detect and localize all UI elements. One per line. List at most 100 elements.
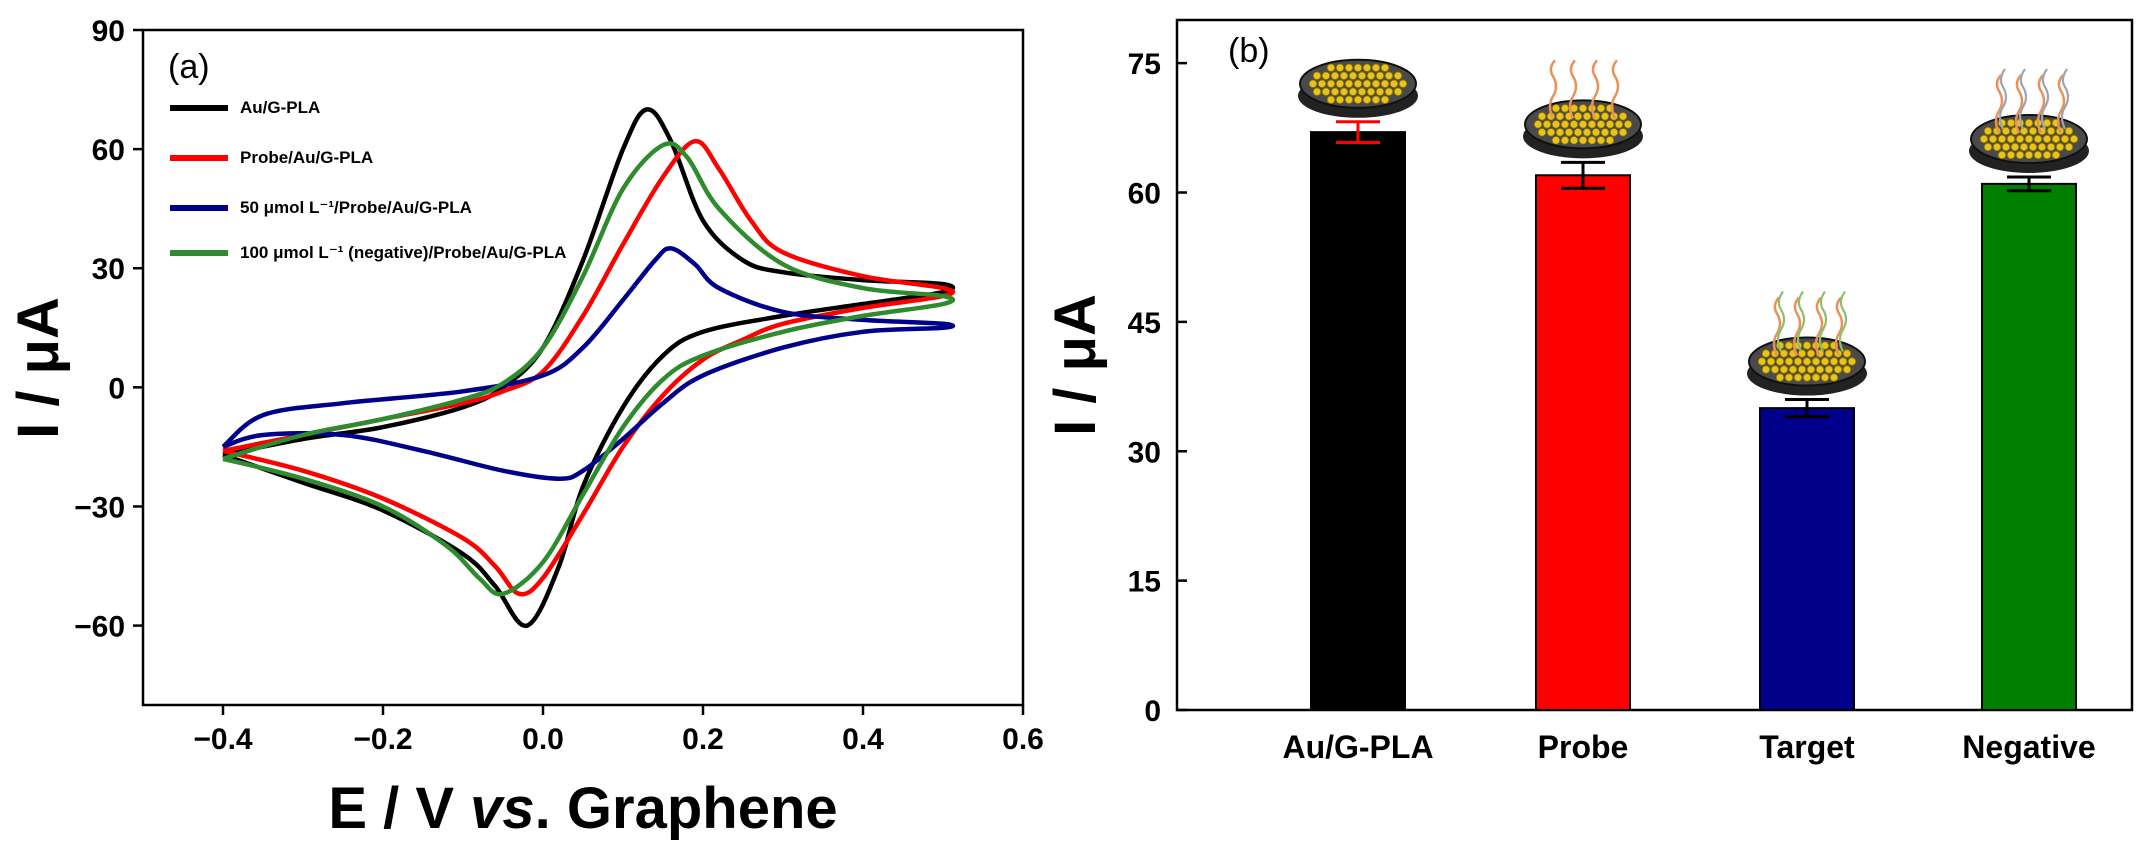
gold-nanoparticle	[1587, 136, 1597, 145]
gold-nanoparticle	[1820, 373, 1830, 382]
gold-nanoparticle	[2033, 134, 2043, 144]
dna-target-strand	[1796, 290, 1806, 352]
gold-nanoparticle	[1569, 120, 1579, 129]
y-tick-label: 30	[1128, 436, 1161, 469]
gold-nanoparticle	[1797, 349, 1807, 358]
gold-nanoparticle	[2042, 150, 2052, 160]
gold-nanoparticle	[1335, 79, 1345, 88]
dna-probe-strand	[1610, 59, 1620, 119]
gold-nanoparticle	[2028, 142, 2038, 152]
gold-nanoparticle	[1321, 87, 1331, 96]
electrode-illustration	[1523, 59, 1643, 159]
y-tick-label: 75	[1128, 48, 1161, 81]
gold-nanoparticle	[1371, 63, 1381, 72]
gold-nanoparticle	[2033, 150, 2043, 160]
gold-nanoparticle	[1578, 104, 1588, 113]
gold-nanoparticle	[2001, 142, 2011, 152]
gold-nanoparticle	[1766, 357, 1776, 366]
gold-nanoparticle	[1983, 126, 1993, 136]
y-tick-label: 90	[92, 15, 125, 48]
gold-nanoparticle	[2064, 126, 2074, 136]
x-category-label: Negative	[1962, 729, 2095, 765]
gold-nanoparticle	[1335, 63, 1345, 72]
gold-nanoparticle	[1317, 79, 1327, 88]
gold-nanoparticle	[1393, 71, 1403, 80]
dna-target-strand	[1998, 68, 2008, 130]
gold-nanoparticle	[1824, 349, 1834, 358]
y-tick-label: 15	[1128, 566, 1161, 599]
gold-nanoparticle	[1829, 357, 1839, 366]
gold-nanoparticle	[2019, 126, 2029, 136]
panel-b-y-axis-title: I / μA	[1043, 294, 1108, 436]
panel-b-bar-chart: 0 15 30 45 60 75 Au/G-PLA Probe Target Negative (…	[1043, 18, 2134, 765]
panel-b-electrode-illustrations	[1298, 58, 2089, 396]
gold-nanoparticle	[1362, 63, 1372, 72]
gold-nanoparticle	[1555, 112, 1565, 121]
y-tick-label: −30	[74, 491, 125, 524]
gold-nanoparticle	[2055, 142, 2065, 152]
gold-nanoparticle	[1596, 120, 1606, 129]
gold-nanoparticle	[1623, 120, 1633, 129]
gold-nanoparticle	[1380, 79, 1390, 88]
gold-nanoparticle	[1605, 136, 1615, 145]
dna-probe-strand	[1792, 296, 1802, 357]
gold-nanoparticle	[1992, 142, 2002, 152]
gold-nanoparticle	[1537, 128, 1547, 137]
panel-a-plot-frame	[141, 28, 1025, 707]
gold-nanoparticle	[1788, 365, 1798, 374]
gold-nanoparticle	[1838, 357, 1848, 366]
gold-nanoparticle	[1371, 79, 1381, 88]
gold-nanoparticle	[1353, 63, 1363, 72]
gold-nanoparticle	[1357, 87, 1367, 96]
panel-a-curves	[221, 107, 956, 628]
gold-nanoparticle	[1321, 71, 1331, 80]
gold-nanoparticle	[1596, 136, 1606, 145]
gold-nanoparticle	[2006, 118, 2016, 128]
dna-target-strand	[1818, 290, 1828, 352]
gold-nanoparticle	[1596, 104, 1606, 113]
gold-nanoparticle	[2028, 126, 2038, 136]
y-tick-label: 0	[1144, 695, 1161, 728]
gold-nanoparticle	[1983, 142, 1993, 152]
gold-nanoparticle	[1784, 373, 1794, 382]
y-tick-label: 30	[92, 253, 125, 286]
gold-nanoparticle	[1578, 136, 1588, 145]
gold-nanoparticle	[1761, 349, 1771, 358]
gold-nanoparticle	[1600, 128, 1610, 137]
panel-a-x-axis-title: E / V vs. Graphene	[328, 776, 837, 841]
electrode-illustration	[1298, 58, 1418, 118]
gold-nanoparticle	[2024, 118, 2034, 128]
gold-nanoparticle	[1366, 87, 1376, 96]
gold-nanoparticle	[1348, 87, 1358, 96]
gold-nanoparticle	[1793, 373, 1803, 382]
x-tick-label: 0.2	[682, 723, 724, 756]
gold-nanoparticle	[1811, 373, 1821, 382]
gold-nanoparticle	[2019, 142, 2029, 152]
dna-probe-strand	[1814, 296, 1824, 357]
gold-nanoparticle	[1551, 120, 1561, 129]
x-tick-label: −0.4	[193, 723, 253, 756]
gold-nanoparticle	[1797, 365, 1807, 374]
gold-nanoparticle	[1362, 79, 1372, 88]
gold-nanoparticle	[1330, 71, 1340, 80]
gold-nanoparticle	[1591, 128, 1601, 137]
gold-nanoparticle	[1806, 349, 1816, 358]
gold-nanoparticle	[1560, 104, 1570, 113]
gold-nanoparticle	[1393, 87, 1403, 96]
y-tick-label: 0	[108, 372, 125, 405]
gold-nanoparticle	[2024, 150, 2034, 160]
gold-nanoparticle	[1820, 357, 1830, 366]
gold-nanoparticle	[1793, 357, 1803, 366]
gold-nanoparticle	[1775, 373, 1785, 382]
gold-nanoparticle	[1366, 71, 1376, 80]
gold-nanoparticle	[1784, 357, 1794, 366]
gold-nanoparticle	[1555, 128, 1565, 137]
gold-nanoparticle	[2042, 134, 2052, 144]
panel-a-axis-ticks: −0.4 −0.2 0.0 0.2 0.4 0.6 −60 −30 0 30 60 90	[74, 15, 1044, 756]
gold-nanoparticle	[1551, 104, 1561, 113]
dna-probe-strand	[1590, 59, 1600, 119]
gold-nanoparticle	[1326, 79, 1336, 88]
gold-nanoparticle	[1344, 95, 1354, 104]
y-tick-label: 45	[1128, 307, 1161, 340]
